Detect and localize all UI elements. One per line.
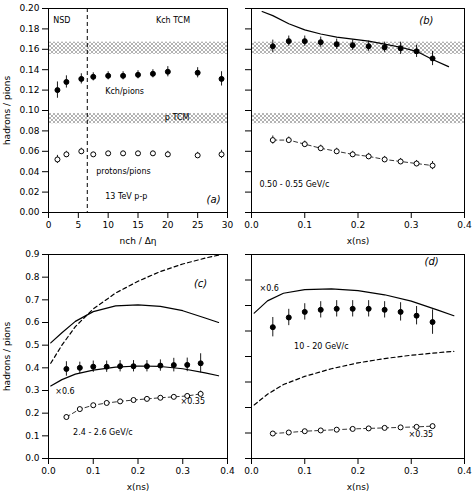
- svg-text:0.08: 0.08: [19, 126, 39, 136]
- svg-text:0.1: 0.1: [86, 466, 100, 476]
- svg-text:30: 30: [222, 220, 234, 230]
- svg-text:0.18: 0.18: [19, 24, 39, 34]
- svg-text:NSD: NSD: [53, 16, 70, 25]
- svg-text:0.3: 0.3: [25, 385, 39, 395]
- svg-text:0.50 - 0.55 GeV/c: 0.50 - 0.55 GeV/c: [259, 180, 329, 189]
- svg-text:Kch/pions: Kch/pions: [105, 87, 144, 96]
- svg-text:Kch TCM: Kch TCM: [156, 16, 190, 25]
- svg-text:0.12: 0.12: [19, 85, 39, 95]
- svg-text:0.0: 0.0: [41, 466, 56, 476]
- svg-text:0.10: 0.10: [19, 105, 39, 115]
- svg-text:×0.35: ×0.35: [181, 397, 206, 406]
- svg-text:protons/pions: protons/pions: [96, 167, 150, 176]
- svg-text:0.00: 0.00: [19, 207, 39, 217]
- svg-text:(c): (c): [194, 278, 207, 289]
- svg-text:(d): (d): [425, 256, 439, 267]
- svg-text:0.5: 0.5: [25, 340, 39, 350]
- svg-text:×0.6: ×0.6: [259, 284, 278, 293]
- svg-text:x(ns): x(ns): [127, 482, 150, 492]
- svg-text:5: 5: [75, 220, 81, 230]
- svg-text:0.4: 0.4: [220, 466, 235, 476]
- svg-text:0.1: 0.1: [298, 466, 312, 476]
- svg-text:0.0: 0.0: [25, 453, 40, 463]
- svg-text:0.0: 0.0: [244, 220, 259, 230]
- svg-text:0.7: 0.7: [25, 295, 39, 305]
- svg-text:0.0: 0.0: [244, 466, 259, 476]
- svg-text:10 - 20 GeV/c: 10 - 20 GeV/c: [294, 342, 349, 351]
- svg-text:0.6: 0.6: [25, 317, 40, 327]
- svg-text:25: 25: [192, 220, 203, 230]
- svg-text:0.3: 0.3: [176, 466, 190, 476]
- svg-text:0.2: 0.2: [351, 466, 365, 476]
- svg-text:0.9: 0.9: [25, 249, 40, 259]
- svg-text:0.4: 0.4: [457, 220, 472, 230]
- svg-text:(b): (b): [419, 15, 433, 26]
- svg-text:13 TeV p-p: 13 TeV p-p: [105, 192, 147, 201]
- svg-text:0.4: 0.4: [457, 466, 472, 476]
- svg-text:0.2: 0.2: [25, 408, 39, 418]
- svg-text:0.2: 0.2: [131, 466, 145, 476]
- svg-text:0.8: 0.8: [25, 272, 40, 282]
- svg-text:x(ns): x(ns): [347, 482, 370, 492]
- svg-text:20: 20: [162, 220, 174, 230]
- svg-text:(a): (a): [207, 194, 221, 205]
- svg-text:0.3: 0.3: [404, 220, 418, 230]
- svg-text:0.1: 0.1: [25, 431, 39, 441]
- svg-text:10: 10: [102, 220, 114, 230]
- svg-text:2.4 - 2.6 GeV/c: 2.4 - 2.6 GeV/c: [73, 428, 133, 437]
- svg-text:p TCM: p TCM: [165, 113, 190, 122]
- svg-text:nch / Δη: nch / Δη: [120, 236, 157, 246]
- svg-text:0.4: 0.4: [25, 363, 40, 373]
- svg-text:hadrons / pions: hadrons / pions: [2, 322, 12, 392]
- svg-text:0.1: 0.1: [298, 220, 312, 230]
- svg-text:hadrons / pions: hadrons / pions: [2, 76, 12, 146]
- svg-text:0.20: 0.20: [19, 3, 39, 13]
- svg-text:0: 0: [46, 220, 52, 230]
- svg-text:0.14: 0.14: [19, 65, 39, 75]
- svg-text:×0.35: ×0.35: [409, 430, 434, 439]
- svg-text:0.3: 0.3: [404, 466, 418, 476]
- svg-text:0.16: 0.16: [19, 44, 39, 54]
- svg-text:0.02: 0.02: [19, 187, 39, 197]
- svg-text:0.06: 0.06: [19, 146, 39, 156]
- svg-text:x(ns): x(ns): [347, 236, 370, 246]
- svg-text:0.2: 0.2: [351, 220, 365, 230]
- svg-text:×0.6: ×0.6: [55, 387, 74, 396]
- svg-text:0.04: 0.04: [19, 167, 39, 177]
- svg-text:15: 15: [132, 220, 143, 230]
